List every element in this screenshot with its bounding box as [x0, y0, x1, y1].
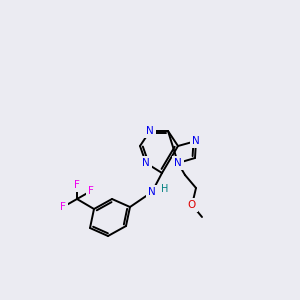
Text: N: N	[148, 187, 156, 197]
Text: O: O	[188, 200, 196, 210]
Text: F: F	[60, 202, 66, 212]
Text: F: F	[74, 180, 80, 190]
Text: H: H	[161, 184, 169, 194]
Text: F: F	[88, 186, 94, 196]
Text: N: N	[142, 158, 150, 168]
Text: N: N	[146, 126, 154, 136]
Text: N: N	[174, 158, 182, 168]
Text: N: N	[192, 136, 200, 146]
